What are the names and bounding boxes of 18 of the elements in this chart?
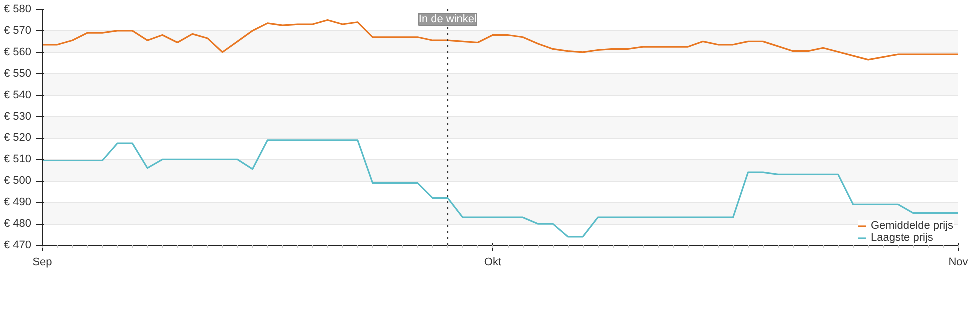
y-tick-label: € 560 (4, 46, 32, 58)
y-tick-label: € 500 (4, 175, 32, 188)
y-tick-label: € 550 (4, 68, 32, 80)
y-tick-label: € 540 (4, 89, 32, 102)
legend-label: Laagste prijs (871, 232, 934, 244)
y-tick-label: € 530 (4, 110, 32, 123)
y-tick-label: € 580 (4, 4, 32, 16)
y-tick-label: € 470 (4, 240, 32, 252)
y-tick-label: € 490 (4, 196, 32, 209)
y-tick-label: € 480 (4, 218, 32, 230)
y-tick-label: € 520 (4, 132, 32, 144)
legend-label: Gemiddelde prijs (871, 220, 954, 232)
x-tick-label: Nov (948, 256, 969, 268)
x-tick-label: Sep (32, 256, 52, 268)
y-tick-label: € 510 (4, 154, 32, 166)
y-tick-label: € 570 (4, 24, 32, 37)
ref-line-label: In de winkel (418, 14, 477, 26)
x-tick-label: Okt (484, 256, 502, 268)
